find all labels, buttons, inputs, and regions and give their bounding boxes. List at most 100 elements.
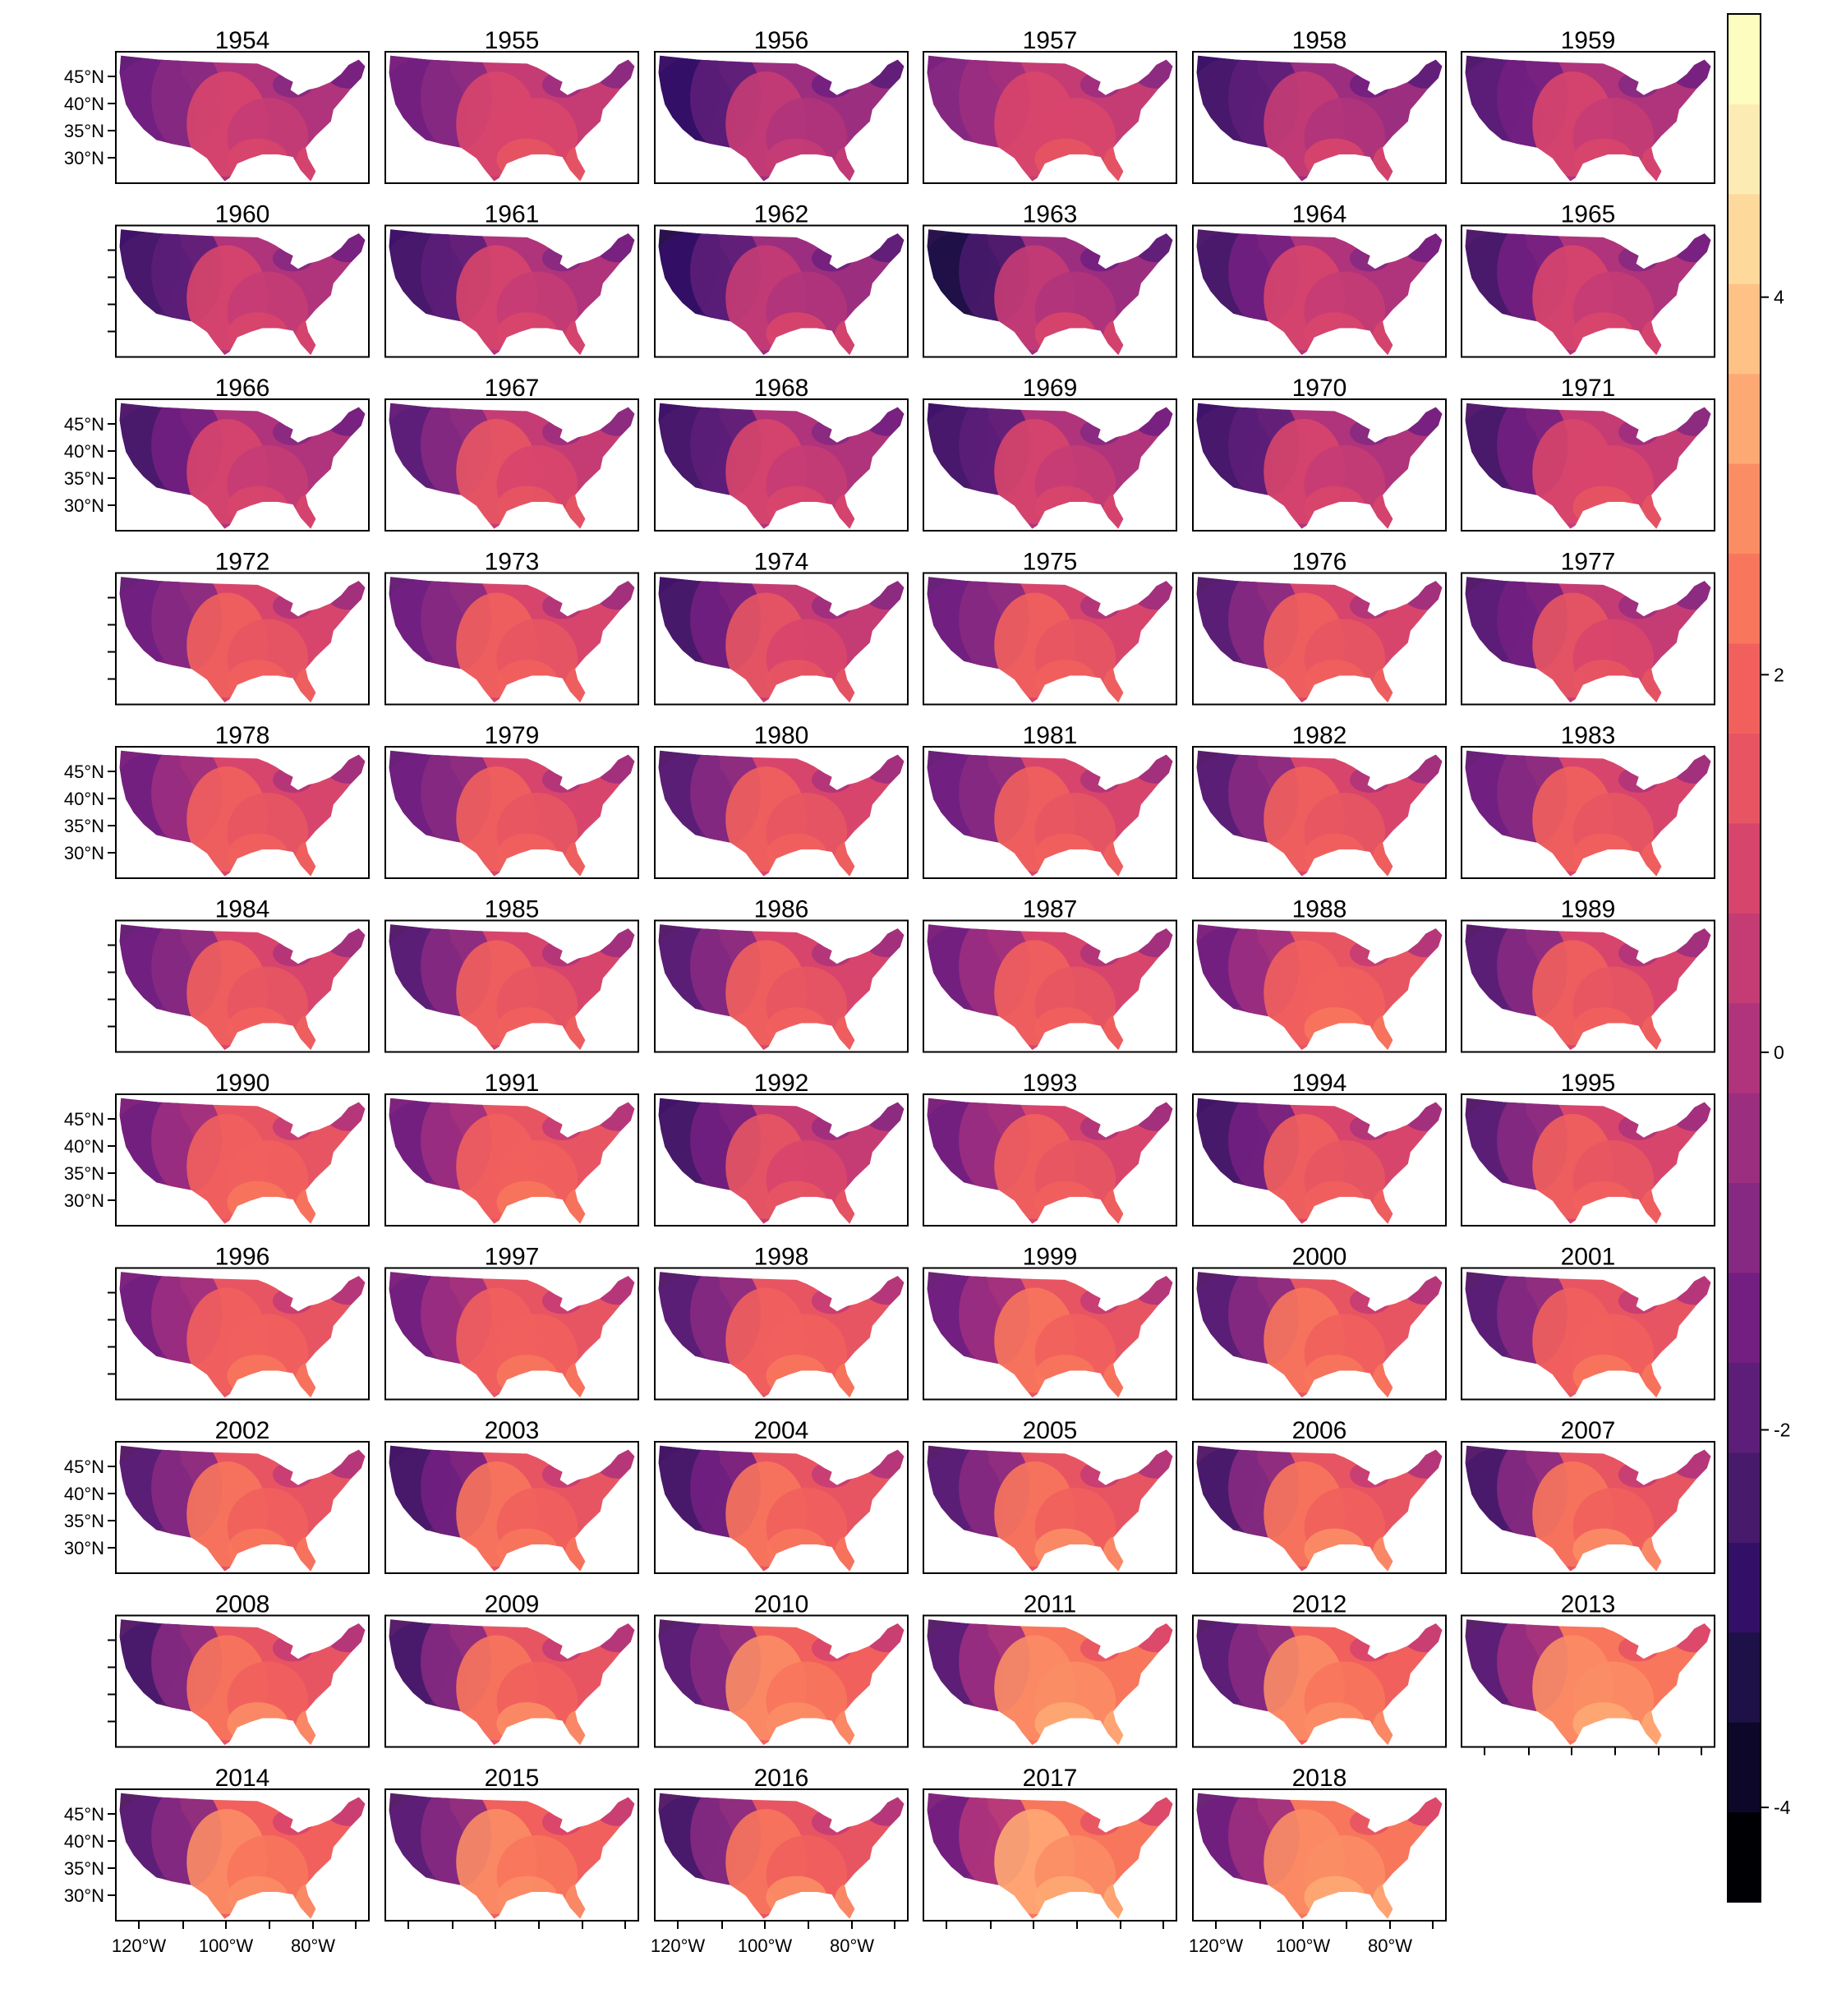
panel-frame: [115, 1788, 370, 1922]
anomaly-contour: [227, 1528, 288, 1571]
anomaly-contour: [1080, 766, 1121, 793]
lon-tick-label: 120°W: [651, 1935, 706, 1956]
anomaly-contour: [1618, 592, 1660, 619]
anomaly-contour: [1304, 138, 1365, 181]
anomaly-contour: [864, 1099, 905, 1131]
panel-frame: [923, 919, 1177, 1053]
panel-frame: [654, 51, 909, 184]
panel-frame: [654, 919, 909, 1053]
anomaly-contour: [1034, 966, 1116, 1046]
anomaly-contour: [1618, 1635, 1660, 1662]
anomaly-contour: [564, 1015, 591, 1051]
lon-tick-label: 80°W: [291, 1935, 335, 1956]
map-panel-1958: 1958: [1192, 27, 1447, 184]
map-panel-1960: 1960: [115, 201, 370, 358]
anomaly-contour: [227, 660, 288, 702]
panel-title: 1988: [1292, 896, 1347, 923]
map-panel-1967: 1967: [384, 375, 639, 532]
anomaly-contour: [1034, 660, 1096, 702]
anomaly-contour: [496, 660, 558, 702]
anomaly-contour: [766, 660, 827, 702]
panel-frame: [654, 746, 909, 879]
colorbar-band: [1728, 643, 1761, 734]
colorbar-band: [1728, 104, 1761, 195]
anomaly-contour: [766, 1314, 848, 1393]
anomaly-contour: [811, 592, 853, 619]
anomaly-contour: [227, 833, 288, 876]
anomaly-contour: [227, 793, 309, 872]
colorbar-band: [1728, 733, 1761, 824]
anomaly-contour: [811, 1114, 853, 1140]
anomaly-contour: [1372, 1536, 1398, 1572]
panel-title: 1966: [215, 375, 270, 402]
anomaly-contour: [227, 1140, 309, 1219]
anomaly-contour: [766, 1488, 848, 1567]
map-panel-2014: 2014: [115, 1765, 370, 1922]
map-panel-2010: 2010: [654, 1591, 909, 1748]
anomaly-contour: [227, 271, 309, 351]
anomaly-contour: [864, 57, 905, 89]
anomaly-contour: [1103, 841, 1129, 877]
lat-tick-label: 35°N: [64, 1858, 104, 1879]
anomaly-contour: [1103, 1536, 1129, 1572]
anomaly-contour: [766, 271, 848, 351]
colorbar-band: [1728, 1452, 1761, 1543]
anomaly-contour: [541, 940, 583, 967]
anomaly-contour: [325, 404, 366, 436]
map-panel-2018: 2018: [1192, 1765, 1447, 1922]
anomaly-contour: [564, 1189, 591, 1224]
panel-title: 1996: [215, 1244, 270, 1271]
panel-frame: [115, 1614, 370, 1748]
lat-tick-label: 35°N: [64, 1511, 104, 1531]
anomaly-contour: [496, 1661, 578, 1741]
anomaly-contour: [1641, 1710, 1667, 1746]
anomaly-contour: [1304, 619, 1386, 698]
anomaly-contour: [1671, 57, 1711, 89]
lat-tick-label: 30°N: [64, 1885, 104, 1906]
colorbar-frame: [1727, 13, 1761, 1903]
anomaly-contour: [1572, 619, 1655, 698]
anomaly-contour: [1304, 1528, 1365, 1571]
lon-tick-label: 100°W: [1276, 1935, 1331, 1956]
panel-frame: [384, 572, 639, 706]
anomaly-contour: [541, 592, 583, 619]
lon-tick-label: 100°W: [738, 1935, 793, 1956]
panel-frame: [1192, 1788, 1447, 1922]
anomaly-contour: [1133, 404, 1173, 436]
lat-tick-label: 35°N: [64, 468, 104, 489]
panel-frame: [654, 1093, 909, 1227]
anomaly-contour: [766, 1140, 848, 1219]
anomaly-contour: [1641, 1536, 1667, 1572]
anomaly-contour: [1080, 1114, 1121, 1140]
anomaly-contour: [496, 1140, 578, 1219]
anomaly-contour: [1641, 494, 1667, 529]
anomaly-contour: [864, 404, 905, 436]
anomaly-contour: [766, 1355, 827, 1397]
colorbar: 4 2 0 -2 -4: [1727, 13, 1791, 1903]
anomaly-contour: [1572, 1181, 1634, 1223]
anomaly-contour: [1349, 1809, 1391, 1835]
panel-frame: [923, 1614, 1177, 1748]
anomaly-contour: [295, 146, 321, 182]
anomaly-field: [658, 1793, 905, 1919]
anomaly-contour: [227, 619, 309, 698]
map-panel-1962: 1962: [654, 201, 909, 358]
lat-tick-label: 30°N: [64, 1538, 104, 1558]
panel-title: 2006: [1292, 1417, 1347, 1444]
panel-title: 1958: [1292, 27, 1347, 54]
lon-tick-label: 120°W: [112, 1935, 167, 1956]
anomaly-contour: [1349, 1635, 1391, 1662]
anomaly-contour: [272, 1635, 314, 1662]
map-panel-1971: 1971: [1461, 375, 1715, 532]
lat-tick-label: 30°N: [64, 1190, 104, 1211]
panel-frame: [115, 746, 370, 879]
map-panel-2008: 2008: [115, 1591, 370, 1748]
anomaly-contour: [295, 841, 321, 877]
anomaly-contour: [1641, 841, 1667, 877]
panel-frame: [1461, 1614, 1715, 1748]
anomaly-contour: [1641, 667, 1667, 703]
anomaly-contour: [1671, 1447, 1711, 1479]
anomaly-contour: [1304, 1314, 1386, 1393]
panel-title: 2012: [1292, 1591, 1347, 1618]
anomaly-contour: [1304, 833, 1365, 876]
